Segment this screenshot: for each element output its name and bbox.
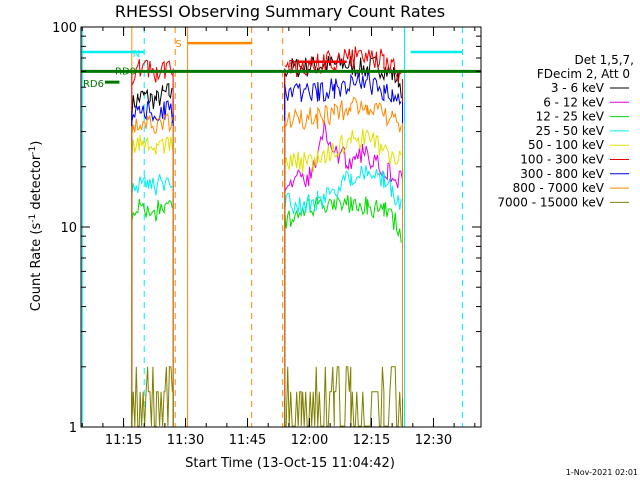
state-bar-label: S	[175, 39, 181, 50]
legend-label: 7000 - 15000 keV	[497, 195, 604, 209]
series-line	[131, 83, 173, 118]
y-axis-label-sup2: -1	[28, 146, 38, 155]
legend-label: 12 - 25 keV	[536, 110, 605, 124]
x-tick-label: 12:15	[353, 433, 390, 448]
series-line	[284, 366, 402, 427]
state-bar-label: RD0	[115, 66, 136, 77]
legend-label: 50 - 100 keV	[528, 138, 605, 152]
x-tick-label: 11:45	[229, 433, 266, 448]
y-axis-label-end: )	[29, 141, 44, 146]
legend-header-line-1: Det 1,5,7,	[575, 53, 635, 67]
legend-label: 300 - 800 keV	[520, 167, 604, 181]
x-tick-label: 12:30	[415, 433, 452, 448]
y-axis-label-mid: detector	[29, 154, 44, 214]
footer-date: 1-Nov-2021 02:01	[566, 468, 638, 477]
y-tick-label: 10	[60, 221, 77, 236]
series-line	[131, 199, 173, 223]
legend-label: 3 - 6 keV	[551, 81, 605, 95]
series-line	[284, 71, 402, 106]
state-bar-label: N	[133, 49, 140, 60]
series-line	[131, 174, 173, 198]
y-axis-label-sup1: -1	[28, 214, 38, 223]
x-axis-label: Start Time (13-Oct-15 11:04:42)	[185, 456, 395, 471]
series-line	[284, 165, 402, 215]
x-tick-label: 11:15	[105, 433, 142, 448]
series-line	[284, 96, 402, 133]
x-tick-label: 11:30	[167, 433, 204, 448]
legend-label: 6 - 12 keV	[543, 95, 605, 109]
y-tick-label: 100	[52, 21, 77, 36]
plot-layer: N S F RD0 RD6 11:15 11:30 11:45 12:00 12:15 12:30 1…	[52, 21, 482, 448]
y-axis-label: Count Rate (s-1 detector-1)	[28, 141, 44, 312]
chart-title: RHESSI Observing Summary Count Rates	[115, 2, 445, 21]
legend-label: 800 - 7000 keV	[513, 181, 605, 195]
legend-label: 25 - 50 keV	[536, 124, 605, 138]
series-line	[131, 135, 173, 159]
series-group	[131, 46, 403, 427]
state-bar-label: RD6	[83, 79, 104, 90]
state-bar-label: F	[288, 59, 294, 70]
series-line	[284, 128, 402, 173]
legend-label: 100 - 300 keV	[520, 153, 604, 167]
series-line	[284, 195, 402, 243]
x-tick-label: 12:00	[291, 433, 328, 448]
y-axis-label-main: Count Rate (s	[29, 223, 44, 312]
series-line	[131, 112, 173, 137]
legend-header-line-2: FDecim 2, Att 0	[537, 67, 630, 81]
y-tick-label: 1	[69, 421, 77, 436]
series-line	[131, 99, 173, 124]
series-line	[131, 366, 173, 427]
